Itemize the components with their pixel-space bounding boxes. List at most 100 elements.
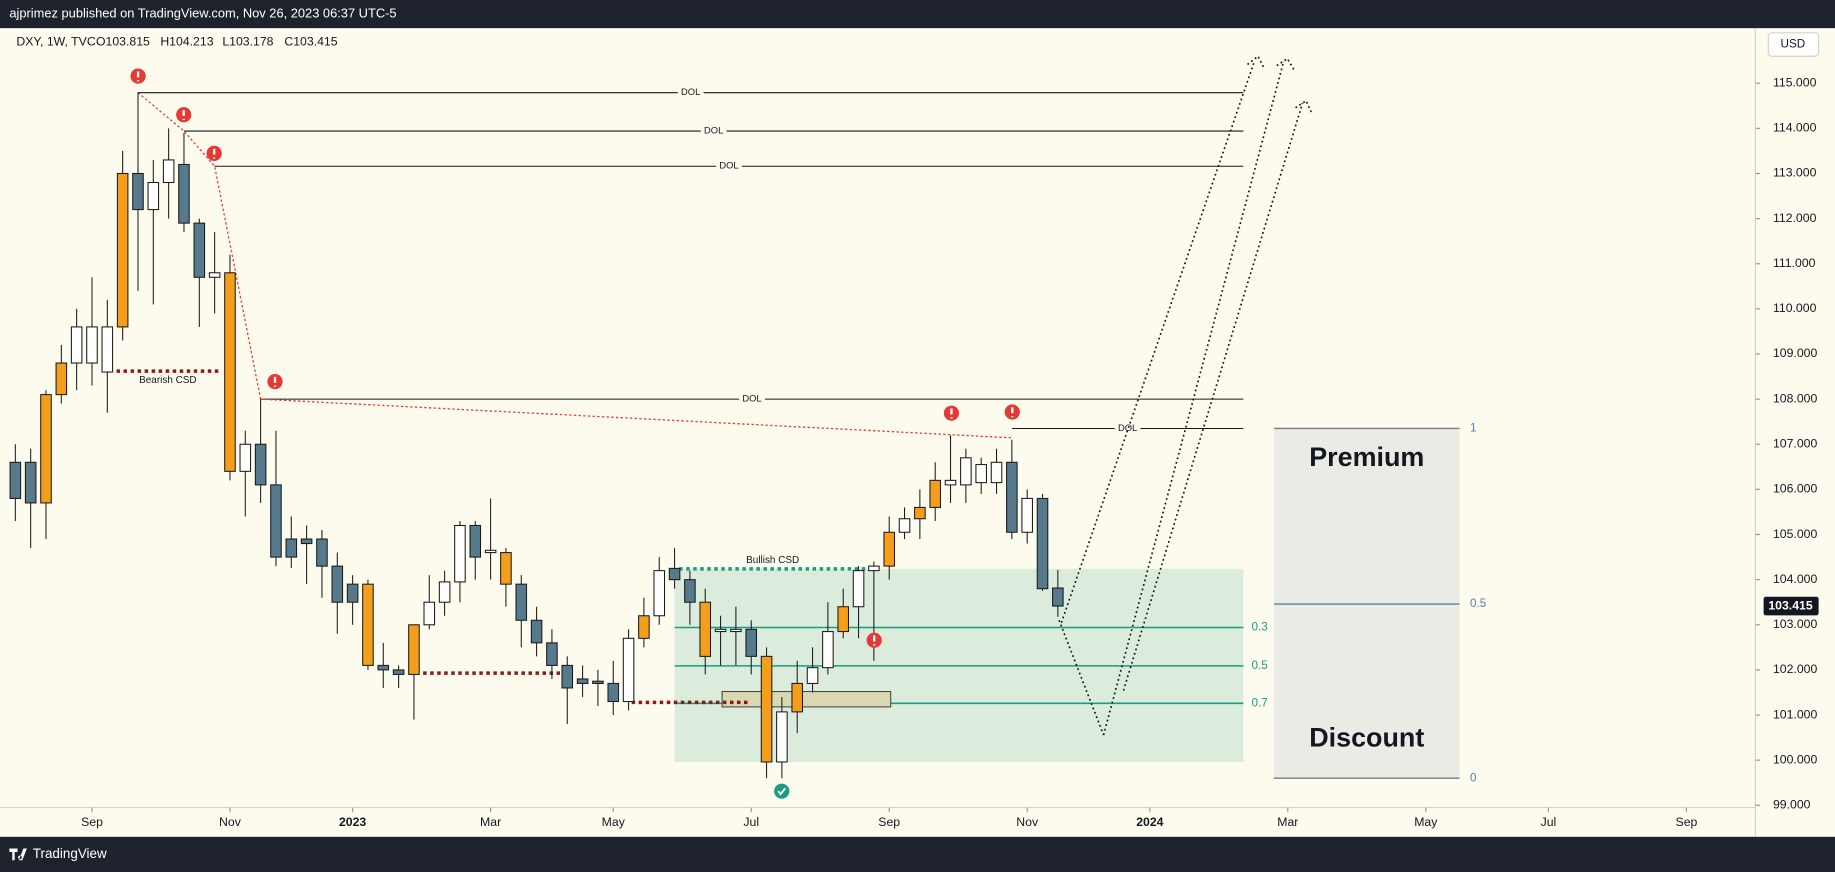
dol-label: DOL [681, 87, 700, 97]
candle-body [362, 583, 374, 666]
projection-leg [1058, 620, 1105, 736]
candle-body [837, 606, 850, 633]
candle-body [500, 552, 512, 585]
logo [9, 848, 27, 861]
ohlc-low: L103.178 [222, 34, 273, 48]
currency-button[interactable] [1767, 32, 1820, 57]
dol-label-bg [716, 160, 742, 173]
x-tick-label: May [602, 815, 626, 829]
candle-body [745, 628, 758, 657]
candle-body [822, 631, 834, 669]
x-tick-label: 2024 [1136, 815, 1163, 829]
candle-body [883, 531, 896, 567]
projection-leg [1060, 54, 1265, 623]
alert-glyph [136, 71, 1014, 642]
sweep-path [260, 398, 1012, 439]
candle-body [331, 565, 344, 603]
candle-body [714, 628, 727, 633]
dol-label: DOL [742, 394, 761, 404]
candle-body [1021, 497, 1033, 533]
candle-body [776, 711, 788, 763]
projection-leg [1102, 57, 1296, 736]
candle-body [975, 464, 987, 484]
projection-leg [1122, 99, 1313, 691]
dol-label: DOL [704, 126, 723, 136]
candle-body [929, 479, 941, 508]
candle-body [791, 682, 804, 713]
candle-body [1036, 497, 1049, 590]
last-price-label: 103.415 [1768, 598, 1813, 612]
x-tick-label: Nov [219, 815, 242, 829]
currency[interactable]: USD [1781, 38, 1806, 51]
x-tick-label: Jul [743, 815, 759, 829]
y-tick-label: 113.000 [1773, 166, 1817, 180]
candle-body [454, 524, 466, 583]
candle-body [300, 538, 313, 545]
dol-label: DOL [719, 161, 738, 171]
candle-body [944, 479, 957, 486]
csd-label: Bullish CSD [746, 555, 799, 566]
y-tick-label: 115.000 [1773, 75, 1817, 89]
discount-label: Discount [1309, 723, 1424, 753]
sweep-path [137, 92, 262, 400]
candle-body [515, 583, 528, 621]
csd-label: Bearish CSD [139, 375, 196, 386]
candle-body [868, 565, 880, 572]
premium-label: Premium [1309, 442, 1424, 472]
candle-body [730, 628, 742, 633]
candle-body [377, 664, 390, 671]
x-tick-label: 2023 [339, 815, 366, 829]
candle-body [668, 567, 681, 581]
candle-body [1006, 461, 1018, 533]
fib-level-label: 0.5 [1252, 659, 1269, 672]
y-tick-label: 110.000 [1773, 301, 1817, 315]
candle-body [576, 678, 589, 684]
candle-body [254, 443, 267, 486]
x-tick-label: May [1414, 815, 1438, 829]
y-tick-label: 104.000 [1773, 572, 1818, 586]
y-tick-label: 108.000 [1773, 391, 1818, 405]
candle-body [270, 484, 282, 558]
brand[interactable]: TradingView [33, 846, 107, 861]
candle-body [546, 642, 558, 666]
candle-body [40, 394, 52, 504]
candle-body [9, 461, 22, 499]
y-tick-label: 102.000 [1773, 662, 1818, 676]
candle-body [438, 581, 451, 603]
order-block [721, 691, 892, 708]
candle-body [914, 506, 926, 520]
candle-body [607, 682, 620, 703]
candle-body [561, 664, 574, 689]
legend: DXY, 1W, TVC O103.815 H104.213 L103.178 … [16, 34, 337, 48]
candle-body [86, 326, 98, 364]
range-level-label: 0.5 [1470, 597, 1487, 610]
dol-label-bg [1114, 422, 1141, 435]
candle-body [699, 601, 712, 657]
candle-body [852, 570, 865, 608]
candle-body [285, 538, 298, 558]
y-tick-label: 109.000 [1773, 346, 1818, 360]
candle-body [55, 362, 68, 396]
byline: ajprimez published on TradingView.com, N… [9, 6, 396, 21]
candle-body [990, 461, 1003, 484]
y-tick-label: 107.000 [1773, 437, 1818, 451]
x-tick-label: Jul [1541, 815, 1557, 829]
candle-body [162, 159, 175, 184]
y-tick-label: 100.000 [1773, 752, 1818, 766]
candle-body [147, 181, 160, 211]
y-tick-label: 111.000 [1773, 256, 1816, 270]
candle-body [469, 524, 482, 558]
x-tick-label: Sep [81, 815, 103, 829]
candle-body [392, 669, 405, 675]
candle-body [638, 615, 650, 639]
candle-body [116, 172, 129, 328]
dol-label-bg [739, 393, 765, 405]
x-tick-label: Mar [1277, 815, 1298, 829]
chart-bg [0, 28, 1835, 837]
candle-body [70, 326, 83, 364]
candle-body [530, 619, 543, 644]
candle-body [622, 637, 635, 703]
alert-icons [130, 68, 1020, 648]
